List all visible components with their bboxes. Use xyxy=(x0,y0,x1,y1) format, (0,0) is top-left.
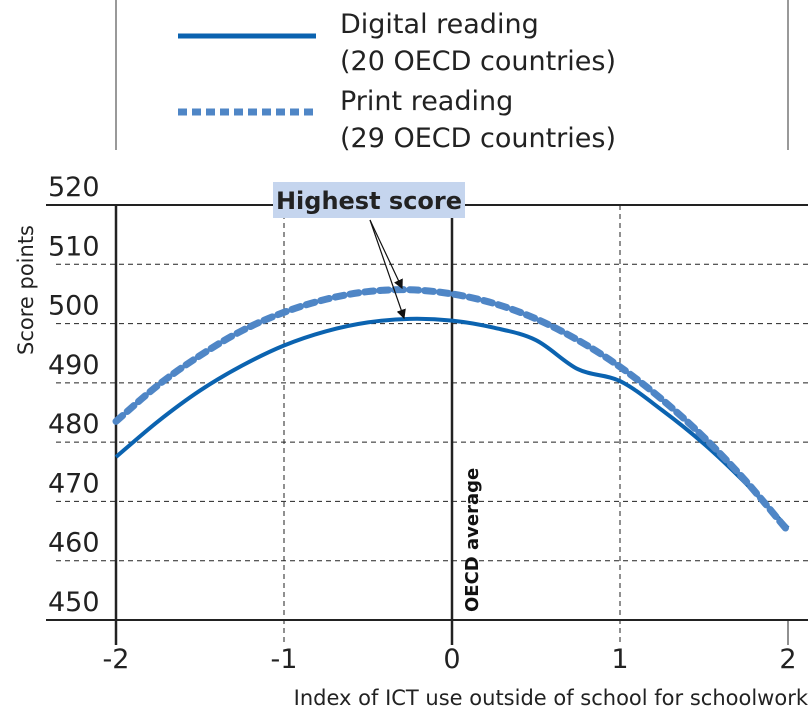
y-axis-label: Score points xyxy=(14,225,38,355)
arrow-to-digital-peak xyxy=(369,219,406,320)
series-line-print xyxy=(112,286,792,535)
y-tick-label: 490 xyxy=(48,350,100,381)
x-tick-label: 0 xyxy=(443,644,460,675)
x-tick-label: -2 xyxy=(103,644,130,675)
y-tick-label: 450 xyxy=(48,587,100,618)
highest-score-label: Highest score xyxy=(276,187,462,215)
series-line-digital xyxy=(114,316,790,530)
arrow-to-print-peak xyxy=(369,219,403,290)
y-tick-label: 480 xyxy=(48,409,100,440)
highest-score-box xyxy=(273,182,465,218)
legend-print-label: Print reading xyxy=(340,86,513,117)
y-tick-label: 510 xyxy=(48,231,100,262)
legend-digital-label: Digital reading xyxy=(340,9,539,40)
oecd-average-label: OECD average xyxy=(462,468,483,612)
x-tick-label: 1 xyxy=(611,644,628,675)
y-tick-label: 460 xyxy=(48,528,100,559)
legend-print-sub: (29 OECD countries) xyxy=(340,123,616,154)
y-tick-label: 520 xyxy=(48,172,100,203)
highest-score-arrows xyxy=(369,219,406,320)
ticks: 450 460 470 480 490 500 510 520 -2 -1 0 1 2 xyxy=(48,172,797,675)
x-tick-label: 2 xyxy=(779,644,796,675)
x-tick-label: -1 xyxy=(271,644,298,675)
x-axis-label: Index of ICT use outside of school for s… xyxy=(294,686,808,710)
legend-digital-sub: (20 OECD countries) xyxy=(340,46,616,77)
legend: Digital reading (20 OECD countries) Prin… xyxy=(115,0,789,154)
y-tick-label: 470 xyxy=(48,468,100,499)
series xyxy=(112,286,792,535)
y-tick-label: 500 xyxy=(48,291,100,322)
